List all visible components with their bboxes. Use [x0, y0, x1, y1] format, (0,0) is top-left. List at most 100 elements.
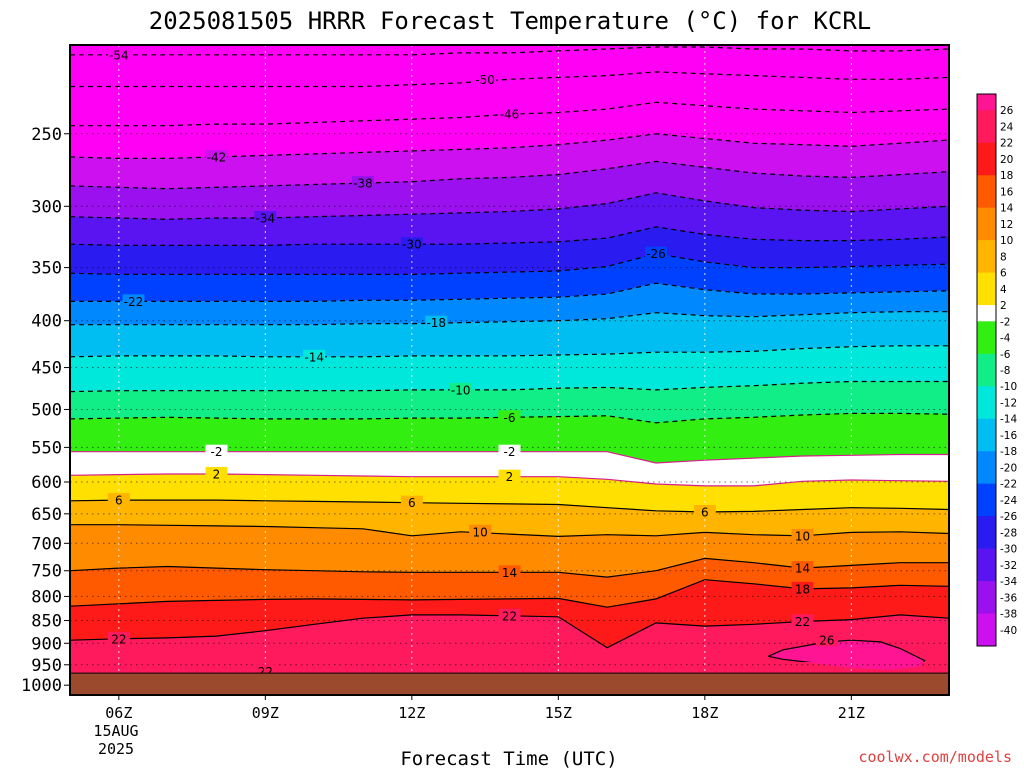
contour-label-bg	[205, 149, 228, 163]
colorbar-swatch	[977, 240, 996, 257]
y-tick-label: 750	[31, 562, 62, 582]
x-axis-label: Forecast Time (UTC)	[400, 748, 617, 768]
contour-label-bg	[205, 444, 228, 458]
contour-label-bg	[469, 524, 492, 538]
colorbar-label: -16	[1000, 430, 1017, 442]
colorbar-label: -10	[1000, 381, 1017, 393]
colorbar-swatch	[977, 418, 996, 436]
colorbar-swatch	[977, 532, 996, 550]
isotherm-line	[70, 226, 949, 246]
colorbar-label: 24	[1000, 121, 1014, 133]
colorbar-label: -2	[1000, 316, 1010, 328]
colorbar-swatch	[977, 434, 996, 452]
x-tick-label: 09Z	[252, 704, 279, 722]
contour-label: -46	[500, 108, 520, 122]
contour-label: -34	[256, 212, 276, 226]
isotherm-line	[70, 412, 949, 424]
colorbar-swatch	[977, 142, 996, 160]
colorbar-swatch	[977, 516, 996, 533]
contour-label: 2	[213, 467, 221, 481]
contour-label: 18	[795, 582, 810, 596]
colorbar-label: -20	[1000, 462, 1017, 474]
contour-label: 14	[502, 566, 517, 580]
colorbar-frame	[976, 93, 997, 647]
contour-label: -10	[451, 383, 471, 397]
colorbar-label: 18	[1000, 170, 1013, 182]
colorbar-swatch	[977, 581, 996, 598]
plot-frame	[69, 44, 950, 696]
contour-label: -26	[646, 247, 666, 261]
colorbar-swatch	[977, 94, 996, 111]
colorbar-swatch	[977, 223, 996, 241]
contour-label: -22	[124, 295, 144, 309]
contour-label: 2	[506, 470, 514, 484]
colorbar-swatch	[977, 613, 996, 631]
contour-label-bg	[352, 176, 374, 190]
ground-below-surface	[70, 673, 949, 695]
colorbar-label: 12	[1000, 219, 1013, 231]
colorbar-swatch	[977, 451, 996, 468]
contour-label: 22	[795, 615, 810, 629]
contour-label-bg	[498, 608, 521, 622]
colorbar-swatch	[977, 321, 996, 339]
contour-label: 6	[408, 496, 416, 510]
y-tick-label: 250	[31, 125, 62, 145]
colorbar-label: 8	[1000, 251, 1007, 263]
y-tick-label: 600	[31, 473, 62, 493]
colorbar-swatch	[977, 629, 996, 647]
contour-label-bg	[645, 246, 667, 260]
isotherm-line	[70, 192, 949, 220]
contour-label-bg	[449, 382, 472, 396]
contour-label: 14	[795, 562, 810, 576]
contour-label: 26	[819, 634, 834, 648]
colorbar-label: -18	[1000, 446, 1017, 458]
colorbar-label: -40	[1000, 625, 1017, 637]
y-tick-label: 650	[31, 505, 62, 525]
colorbar-swatch	[977, 158, 996, 176]
colorbar-label: 10	[1000, 235, 1013, 247]
colorbar-label: 20	[1000, 154, 1013, 166]
x-date-line1: 15AUG	[93, 722, 138, 740]
colorbar-label: -28	[1000, 527, 1017, 539]
contour-label-bg	[400, 237, 423, 251]
contour-labels: -54-50-46-42-38-34-30-26-22-18-14-10-6-2…	[107, 47, 838, 679]
colorbar-label: -8	[1000, 365, 1010, 377]
colorbar-swatch	[977, 126, 996, 144]
colorbar-label: 16	[1000, 186, 1014, 198]
contour-label: 22	[502, 609, 517, 623]
y-tick-label: 300	[31, 197, 62, 217]
x-tick-label: 18Z	[691, 704, 718, 722]
colorbar-label: 22	[1000, 138, 1013, 150]
contour-label-bg	[693, 504, 716, 518]
colorbar-label: -14	[1000, 414, 1017, 426]
colorbar-label: -12	[1000, 397, 1017, 409]
contour-label: -30	[402, 238, 422, 252]
y-tick-label: 850	[31, 612, 62, 632]
contour-label-bg	[791, 581, 814, 595]
contour-label-bg	[107, 631, 130, 645]
contour-label: -54	[109, 48, 129, 62]
colorbar-swatch	[977, 305, 996, 322]
contour-label: 22	[111, 632, 126, 646]
colorbar-swatch	[977, 370, 996, 387]
colorbar: 26 24 22 20 18 16 14 12 10 8 6 4 2 -2 -4 -6 -8 -10 -12 -14 -…	[976, 93, 1017, 647]
colorbar-label: -32	[1000, 560, 1017, 572]
colorbar-swatch	[977, 499, 996, 517]
isotherm-line	[70, 71, 949, 88]
y-tick-label: 800	[31, 587, 62, 607]
colorbar-swatch	[977, 548, 996, 566]
contour-label-bg	[107, 47, 130, 61]
colorbar-swatch	[977, 256, 996, 274]
x-tick-label: 12Z	[398, 704, 425, 722]
contour-label-bg	[791, 614, 814, 628]
contour-label-bg	[498, 565, 521, 579]
contour-label: 6	[701, 505, 709, 519]
contour-label: -2	[211, 445, 223, 459]
y-tick-label: 550	[31, 438, 62, 458]
colorbar-label: -4	[1000, 333, 1011, 345]
colorbar-swatch	[977, 483, 996, 501]
contour-label-bg	[107, 493, 130, 507]
y-tick-label: 500	[31, 400, 62, 420]
colorbar-label: 4	[1000, 284, 1007, 296]
contour-label-bg	[791, 561, 814, 575]
